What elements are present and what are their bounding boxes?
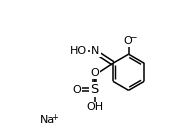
Text: O: O bbox=[90, 68, 99, 78]
Text: Na: Na bbox=[40, 115, 55, 125]
Text: S: S bbox=[90, 83, 99, 96]
Text: O: O bbox=[123, 36, 132, 46]
Text: +: + bbox=[51, 113, 58, 121]
Text: −: − bbox=[129, 33, 136, 42]
Text: O: O bbox=[72, 85, 81, 95]
Text: HO: HO bbox=[70, 46, 87, 56]
Text: N: N bbox=[91, 46, 100, 56]
Text: OH: OH bbox=[86, 102, 103, 112]
